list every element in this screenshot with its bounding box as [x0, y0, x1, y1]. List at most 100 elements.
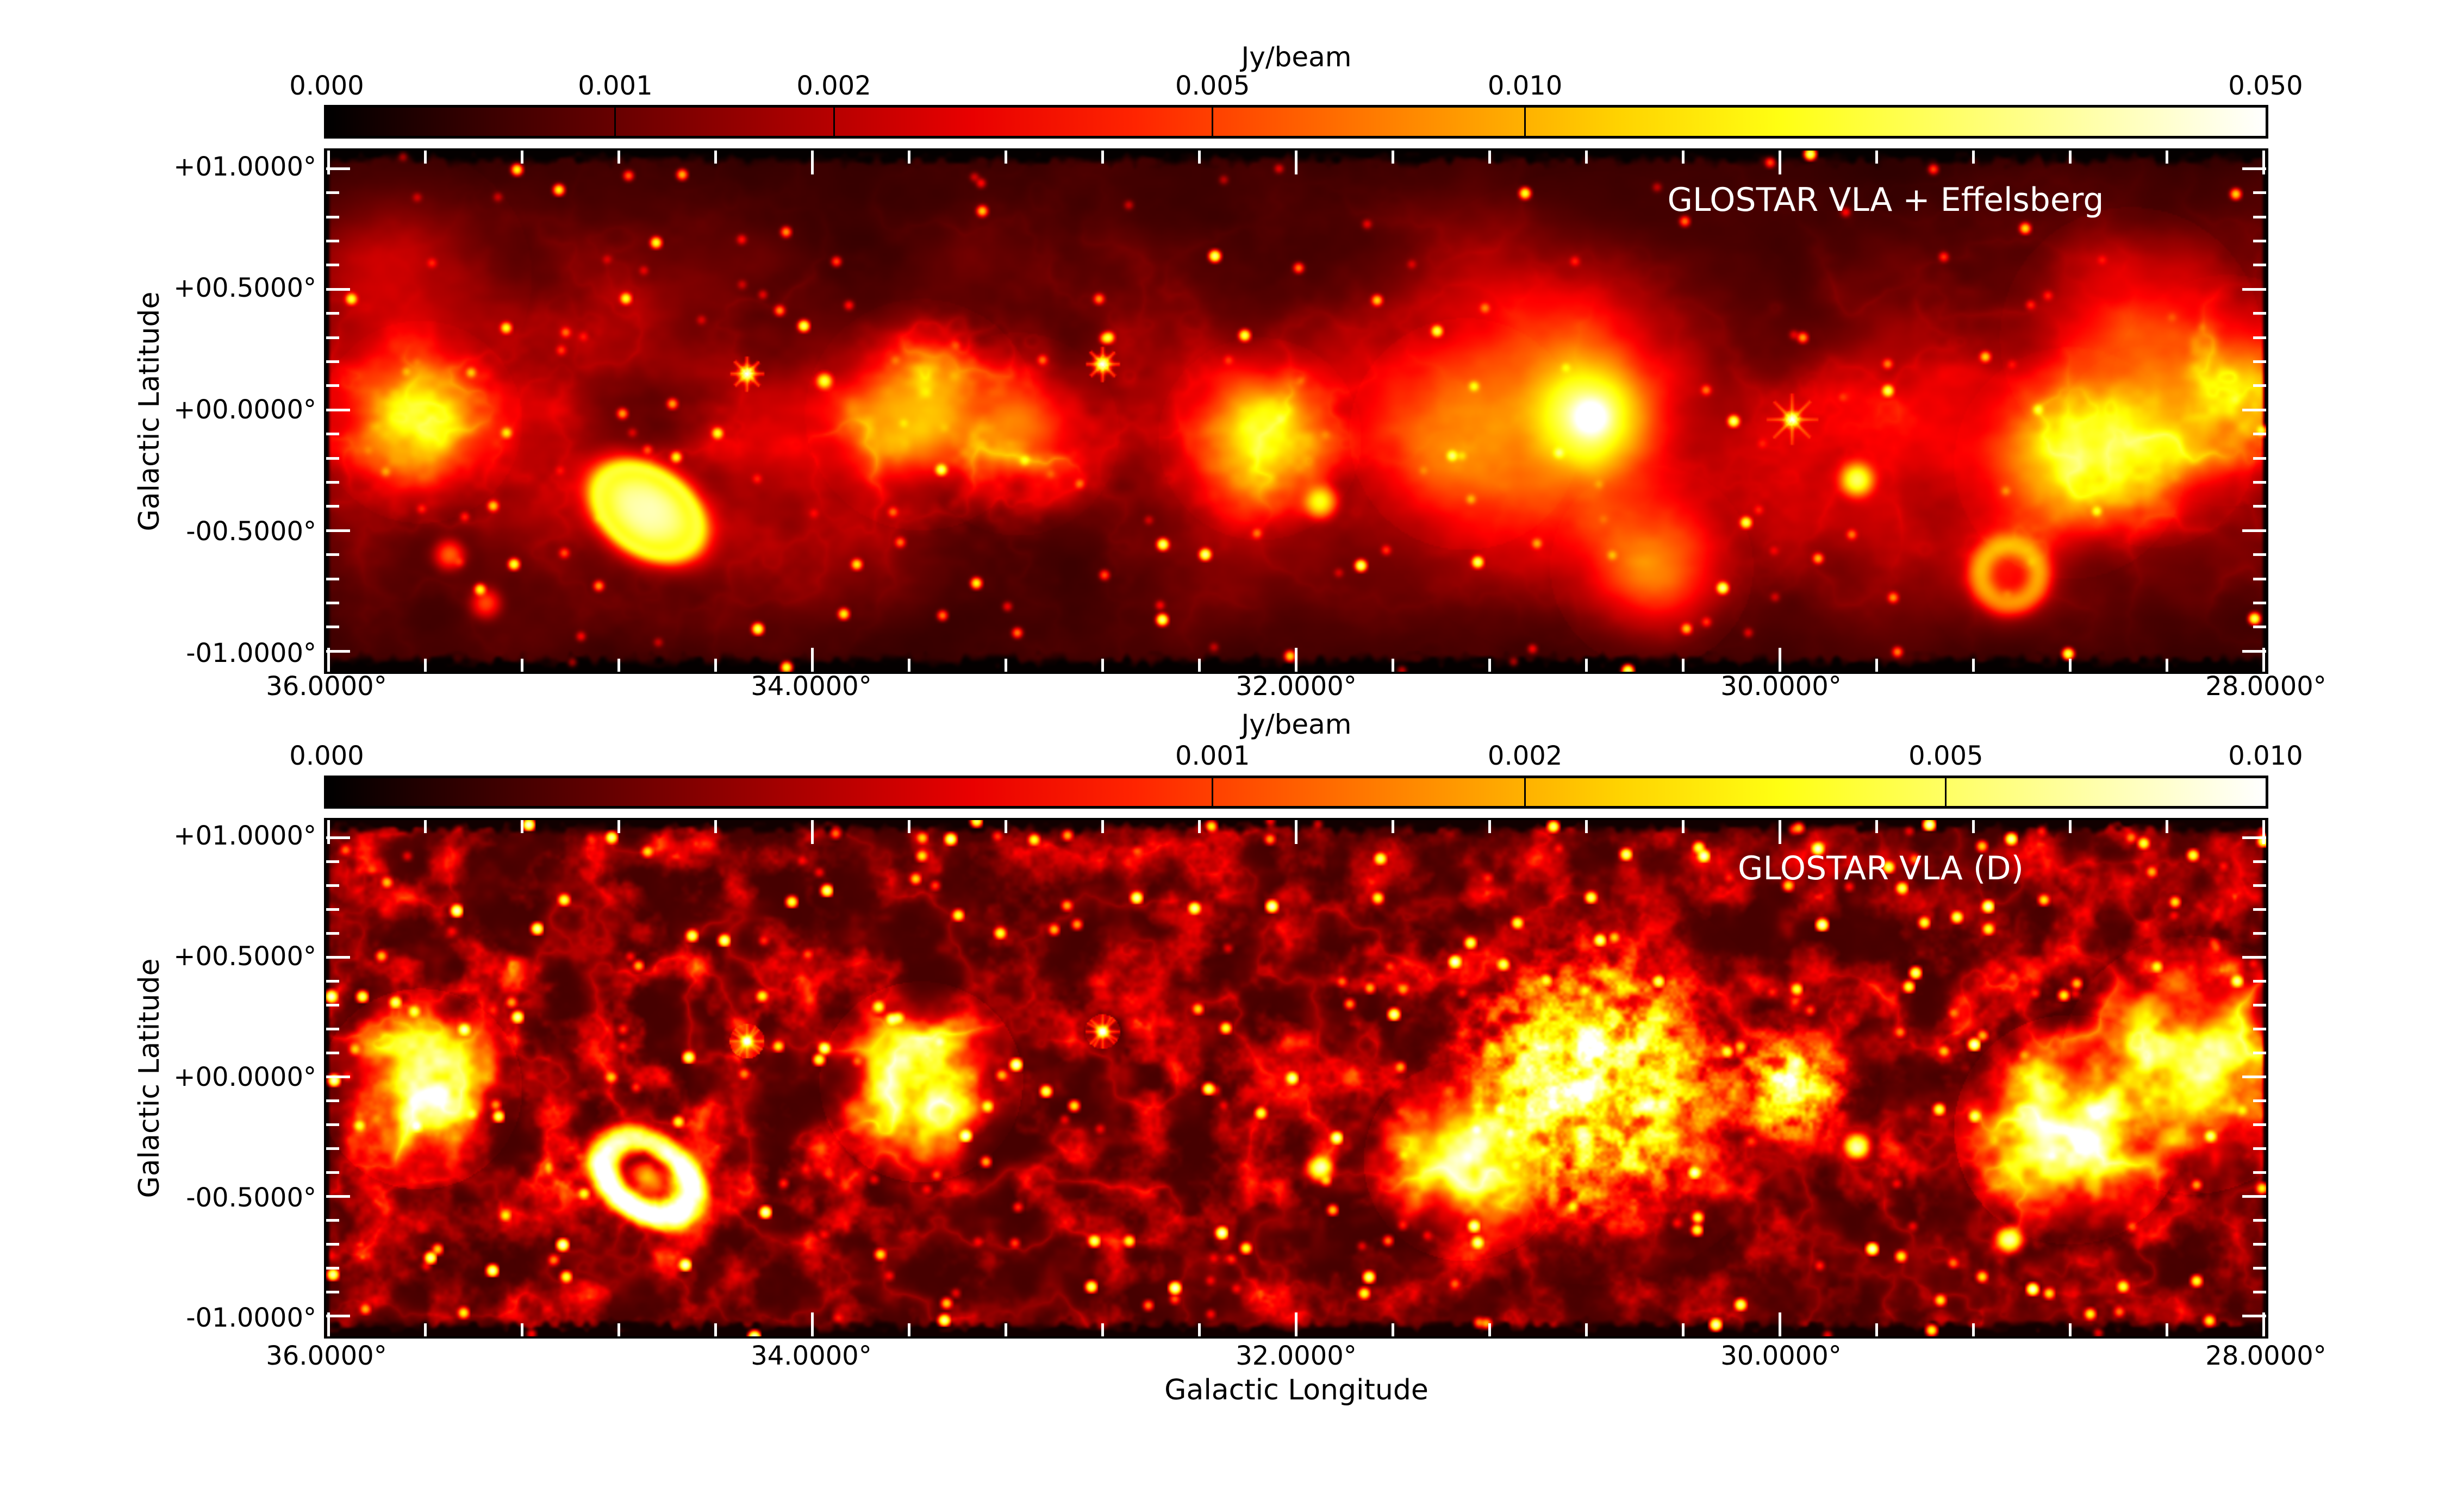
axis-tick — [1779, 820, 1782, 844]
colorbar-unit-label-top: Jy/beam — [1241, 41, 1352, 73]
axis-tick — [1197, 659, 1201, 672]
axis-tick — [326, 1315, 350, 1318]
axis-tick — [326, 1195, 350, 1198]
axis-tick — [810, 648, 814, 672]
axis-tick — [1682, 659, 1685, 672]
axis-tick — [617, 1323, 620, 1336]
axis-tick — [326, 980, 339, 983]
x-tick-label: 34.0000° — [751, 671, 872, 702]
axis-tick — [1779, 648, 1782, 672]
axis-tick — [2253, 1171, 2266, 1174]
axis-tick — [2262, 820, 2266, 844]
axis-tick — [326, 1099, 339, 1103]
axis-tick — [1488, 659, 1491, 672]
axis-tick — [2253, 457, 2266, 460]
axis-tick — [326, 480, 339, 484]
axis-tick — [2242, 1076, 2266, 1079]
axis-tick — [326, 1052, 339, 1055]
x-tick-label: 32.0000° — [1236, 1341, 1357, 1371]
axis-tick — [2166, 1323, 2169, 1336]
axis-tick — [327, 648, 330, 672]
axis-tick — [2253, 1291, 2266, 1294]
colorbar-tick — [1945, 778, 1947, 806]
axis-tick — [714, 820, 717, 833]
axis-tick — [907, 1323, 910, 1336]
axis-tick — [327, 820, 330, 844]
axis-tick — [1488, 151, 1491, 164]
axis-tick — [1295, 151, 1298, 174]
axis-tick — [1488, 1323, 1491, 1336]
axis-tick — [2166, 151, 2169, 164]
axis-tick — [326, 1171, 339, 1174]
axis-tick — [326, 601, 339, 604]
axis-tick — [2253, 1147, 2266, 1151]
image-frame-top: GLOSTAR VLA + Effelsberg — [324, 148, 2268, 674]
axis-tick — [2253, 908, 2266, 911]
axis-tick — [326, 1147, 339, 1151]
axis-tick — [326, 433, 339, 436]
axis-tick — [326, 529, 350, 532]
axis-tick — [2253, 1243, 2266, 1246]
axis-tick — [617, 151, 620, 164]
axis-tick — [1004, 659, 1007, 672]
axis-tick — [1295, 648, 1298, 672]
axis-tick — [326, 457, 339, 460]
axis-tick — [1197, 1323, 1201, 1336]
axis-tick — [1875, 151, 1879, 164]
axis-tick — [326, 1076, 350, 1079]
axis-tick — [2166, 820, 2169, 833]
axis-tick — [1779, 1312, 1782, 1336]
axis-tick — [326, 360, 339, 363]
colorbar-tick-label: 0.005 — [1175, 71, 1250, 101]
axis-tick — [1101, 659, 1104, 672]
axis-tick — [1392, 659, 1394, 672]
axis-tick — [326, 167, 350, 170]
axis-tick — [326, 577, 339, 580]
axis-tick — [907, 820, 910, 833]
axis-tick — [520, 820, 523, 833]
x-tick-label: 36.0000° — [266, 1341, 387, 1371]
axis-tick — [2242, 649, 2266, 653]
axis-tick — [2253, 860, 2266, 864]
y-tick-label: -01.0000° — [186, 637, 316, 668]
axis-tick — [2253, 336, 2266, 339]
colorbar-unit-label-bottom: Jy/beam — [1241, 709, 1352, 740]
axis-tick — [2253, 884, 2266, 887]
axis-tick — [1295, 820, 1298, 844]
axis-tick — [326, 264, 339, 267]
panel-title-bottom: GLOSTAR VLA (D) — [1738, 849, 2024, 887]
colorbar-bottom — [324, 776, 2268, 809]
axis-tick — [1585, 659, 1588, 672]
sky-image-bottom — [326, 820, 2266, 1336]
axis-tick — [2253, 312, 2266, 315]
axis-tick — [520, 1323, 523, 1336]
axis-tick — [617, 820, 620, 833]
colorbar-tick — [1212, 108, 1214, 136]
axis-tick — [2253, 239, 2266, 242]
axis-tick — [1682, 151, 1685, 164]
axis-tick — [2242, 287, 2266, 291]
axis-tick — [326, 191, 339, 195]
axis-tick — [326, 860, 339, 864]
axis-tick — [520, 659, 523, 672]
axis-tick — [326, 884, 339, 887]
axis-tick — [2253, 1267, 2266, 1270]
axis-tick — [1392, 1323, 1394, 1336]
axis-tick — [423, 1323, 427, 1336]
axis-tick — [2242, 529, 2266, 532]
colorbar-top — [324, 105, 2268, 139]
x-tick-label: 34.0000° — [751, 1341, 872, 1371]
axis-tick — [810, 151, 814, 174]
axis-tick — [326, 1123, 339, 1127]
axis-tick — [326, 1219, 339, 1222]
axis-tick — [1779, 151, 1782, 174]
axis-tick — [2069, 659, 2072, 672]
y-tick-label: +01.0000° — [173, 151, 316, 182]
axis-tick — [2253, 980, 2266, 983]
axis-tick — [2069, 820, 2072, 833]
axis-tick — [1875, 820, 1879, 833]
axis-tick — [1972, 151, 1975, 164]
colorbar-tick — [1524, 108, 1526, 136]
y-axis-label-top: Galactic Latitude — [133, 291, 166, 532]
y-tick-label: -00.5000° — [186, 1182, 316, 1213]
